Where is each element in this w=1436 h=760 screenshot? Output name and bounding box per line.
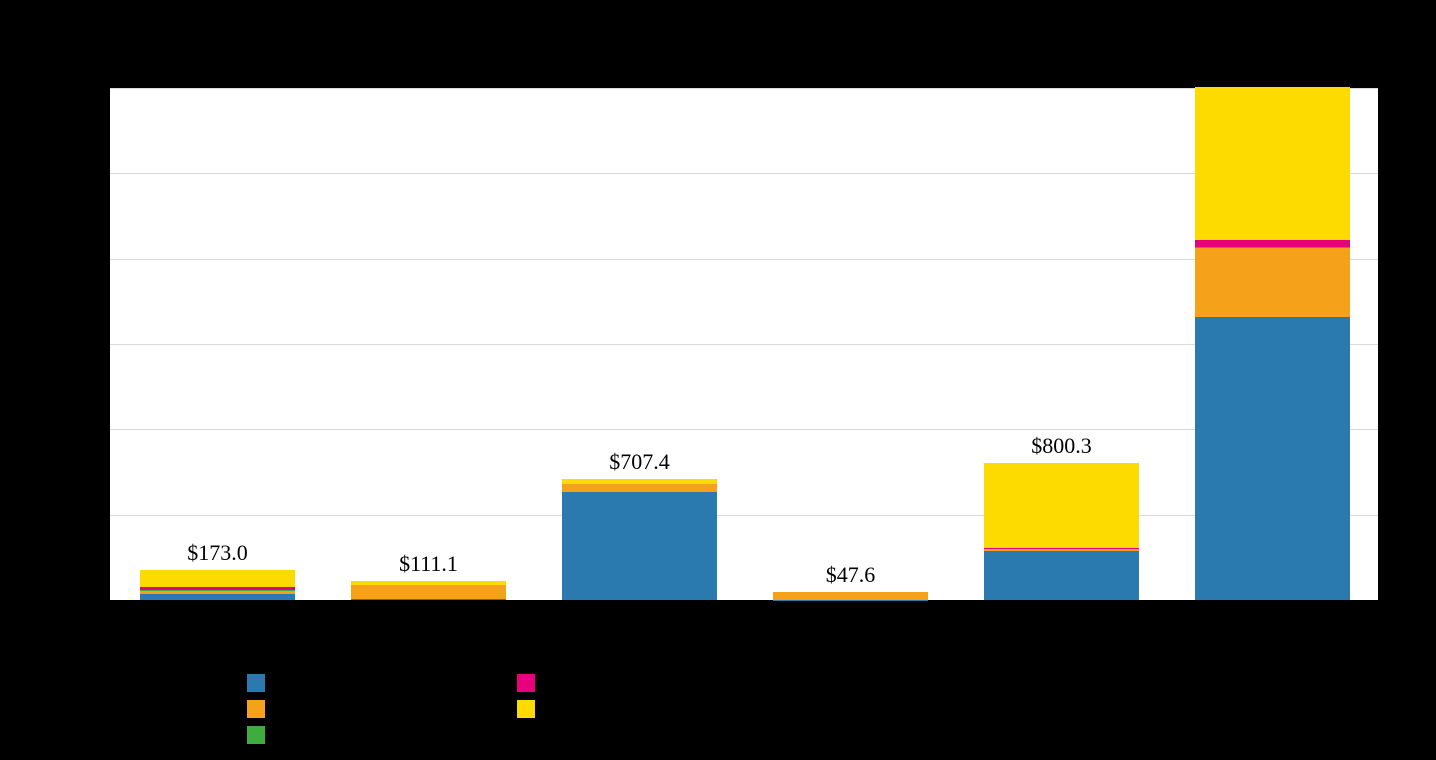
bar-segment [1195, 247, 1350, 317]
bar-segment [1195, 317, 1350, 600]
x-tick-label: Total [1255, 608, 1290, 628]
y-tick-label: $2,500.0 [18, 163, 98, 183]
legend-label: Construction contracts and [275, 699, 457, 719]
plot-area: $0.0$500.0$1,000.0$1,500.0$2,000.0$2,500… [110, 88, 1378, 600]
bar-segment [351, 599, 506, 600]
legend-item: Fuel and transportation [247, 673, 457, 693]
bar-segment [351, 581, 506, 585]
legend-swatch [517, 700, 535, 718]
bar-segment [984, 549, 1139, 552]
legend-column: Fuel and transportation Construction cont… [247, 670, 457, 748]
bar-segment [351, 585, 506, 599]
x-tick-label: Bank loans and [587, 608, 692, 628]
bar-segment [984, 551, 1139, 600]
legend-label: Other [545, 699, 584, 719]
legend-item: Seminole acquisition [247, 725, 457, 745]
bar-segment [562, 479, 717, 483]
y-tick-label: $3,000.0 [18, 78, 98, 98]
bar-group: $800.3 [984, 463, 1139, 600]
y-tick-label: $0.0 [18, 590, 98, 610]
legend-swatch [247, 726, 265, 744]
gridline [110, 88, 1378, 89]
bar-segment [1195, 87, 1350, 240]
bar-group: $173.0 [140, 570, 295, 600]
legend-swatch [247, 674, 265, 692]
legend-label: Fuel and transportation [275, 673, 433, 693]
y-tick-label: $2,000.0 [18, 249, 98, 269]
legend-swatch [247, 700, 265, 718]
bar-segment [140, 594, 295, 601]
bar-total-label: $3,003.3 [1234, 57, 1311, 83]
bar-segment [140, 587, 295, 591]
y-tick-label: $500.0 [18, 505, 98, 525]
bar-group: $3,003.3 [1195, 87, 1350, 600]
bar-group: $707.4 [562, 479, 717, 600]
bar-total-label: $707.4 [609, 449, 670, 475]
legend: Fuel and transportation Construction cont… [247, 670, 748, 748]
stacked-bar-chart: $0.0 $500.0 $1,000.0 $1,500.0 $2,000.0 $2,500… [0, 0, 1436, 760]
bar-segment [562, 484, 717, 492]
x-tick-label: Subsidiary financial [360, 608, 496, 628]
bar-segment [140, 570, 295, 586]
x-tick-label: Subsidiary operating [991, 608, 1132, 628]
legend-item: Construction contracts and [247, 699, 457, 719]
bar-segment [984, 463, 1139, 548]
y-tick-label: $1,500.0 [18, 334, 98, 354]
bar-group: $111.1 [351, 581, 506, 600]
x-tick-label: Subsidiary performance [769, 608, 932, 628]
gridline [110, 173, 1378, 174]
bar-segment [773, 592, 928, 600]
legend-label: Seminole acquisition [275, 725, 418, 745]
y-tick-label: $1,000.0 [18, 419, 98, 439]
gridline [110, 429, 1378, 430]
x-tick-label: Parent Guarantees [155, 608, 279, 628]
bar-segment [562, 492, 717, 600]
bar-segment [1195, 240, 1350, 246]
bar-total-label: $111.1 [399, 551, 458, 577]
gridline [110, 515, 1378, 516]
bar-group: $47.6 [773, 592, 928, 600]
bar-segment [140, 591, 295, 594]
legend-label: Downstream gas and [545, 673, 688, 693]
bar-total-label: $800.3 [1031, 433, 1092, 459]
bar-total-label: $173.0 [187, 540, 248, 566]
legend-swatch [517, 674, 535, 692]
gridline [110, 344, 1378, 345]
bar-total-label: $47.6 [826, 562, 876, 588]
legend-item: Other [517, 699, 688, 719]
legend-column: Downstream gas and Other [517, 670, 688, 748]
gridline [110, 259, 1378, 260]
legend-item: Downstream gas and [517, 673, 688, 693]
